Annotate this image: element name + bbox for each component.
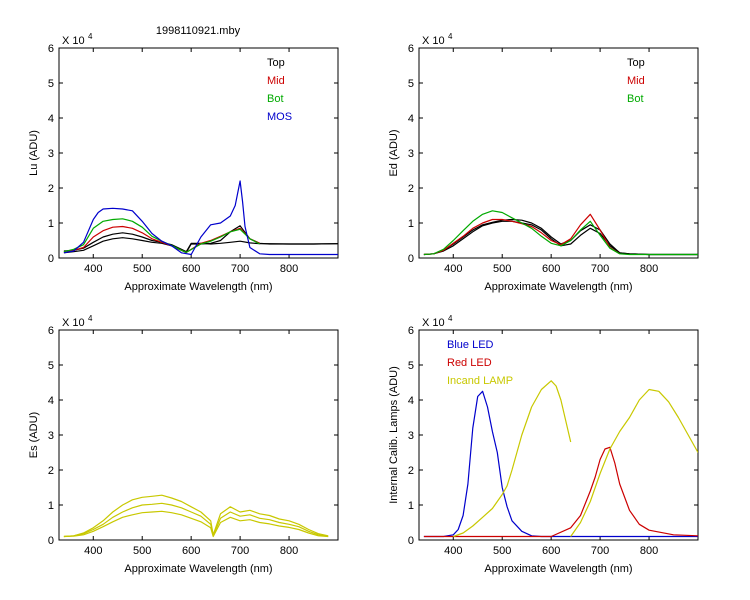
- y-axis-label: Ed (ADU): [388, 129, 400, 176]
- series-line-bot: [423, 210, 698, 256]
- y-tick-label: 2: [48, 183, 54, 195]
- legend-item-blue-led: Blue LED: [447, 339, 494, 351]
- x-tick-label: 500: [133, 545, 151, 557]
- series-line-red-led: [423, 446, 698, 538]
- x-tick-label: 700: [591, 545, 609, 557]
- series-line-mos: [63, 180, 338, 256]
- y-tick-label: 4: [48, 395, 54, 407]
- y-tick-label: 3: [48, 430, 54, 442]
- y-tick-label: 2: [48, 465, 54, 477]
- x-tick-label: 700: [231, 545, 249, 557]
- series-line-incand-lamp-a: [453, 380, 572, 538]
- series-group: [63, 494, 329, 538]
- y-tick-label: 1: [408, 218, 414, 230]
- x-tick-label: 600: [182, 263, 200, 275]
- x-axis-label: Approximate Wavelength (nm): [484, 563, 632, 575]
- x-axis-label: Approximate Wavelength (nm): [124, 281, 272, 293]
- series-line-es: [63, 494, 329, 538]
- x-tick-label: 500: [493, 545, 511, 557]
- legend-item-bot: Bot: [627, 93, 644, 105]
- y-tick-label: 0: [408, 535, 414, 547]
- x-tick-label: 400: [84, 545, 102, 557]
- y-exponent-power: 4: [448, 32, 453, 41]
- x-tick-label: 700: [591, 263, 609, 275]
- y-exponent-power: 4: [448, 314, 453, 323]
- series-line-es-2: [63, 502, 329, 538]
- y-tick-label: 2: [408, 465, 414, 477]
- series-line-es-3: [63, 510, 329, 538]
- x-tick-label: 800: [640, 263, 658, 275]
- y-exponent-label: X 10: [62, 317, 85, 329]
- y-tick-label: 0: [408, 253, 414, 265]
- legend-item-top: Top: [267, 57, 285, 69]
- x-tick-label: 600: [542, 263, 560, 275]
- y-tick-label: 1: [48, 500, 54, 512]
- x-tick-label: 800: [280, 263, 298, 275]
- y-tick-label: 0: [48, 253, 54, 265]
- chart-es: 0 1 2 3 4 5 6 400 500 600 700 800 Approximate Wavele…: [28, 314, 339, 575]
- legend-item-mid: Mid: [267, 75, 285, 87]
- series-group: [423, 380, 698, 538]
- y-tick-label: 6: [48, 43, 54, 55]
- y-axis-label: Internal Calib. Lamps (ADU): [388, 366, 400, 504]
- y-tick-label: 4: [408, 395, 414, 407]
- legend: Blue LED Red LED Incand LAMP: [447, 339, 513, 387]
- y-tick-label: 6: [408, 325, 414, 337]
- x-tick-label: 800: [280, 545, 298, 557]
- chart-lamps: 0 1 2 3 4 5 6 400 500 600 700 800 Approximate Wavele…: [388, 314, 699, 575]
- legend-item-mid: Mid: [627, 75, 645, 87]
- x-axis-label: Approximate Wavelength (nm): [124, 563, 272, 575]
- x-tick-label: 600: [182, 545, 200, 557]
- legend: Top Mid Bot MOS: [267, 57, 292, 123]
- y-tick-label: 3: [408, 430, 414, 442]
- y-tick-label: 4: [48, 113, 54, 125]
- y-exponent-label: X 10: [422, 317, 445, 329]
- legend-item-bot: Bot: [267, 93, 284, 105]
- y-exponent-label: X 10: [422, 35, 445, 47]
- series-line-blue-led: [423, 390, 698, 538]
- y-exponent-power: 4: [88, 314, 93, 323]
- figure-title: 1998110921.mby: [156, 25, 241, 37]
- x-tick-label: 800: [640, 545, 658, 557]
- x-tick-label: 500: [493, 263, 511, 275]
- series-group: [423, 210, 698, 256]
- y-tick-label: 6: [408, 43, 414, 55]
- y-axis-label: Es (ADU): [28, 412, 40, 458]
- y-tick-label: 5: [48, 360, 54, 372]
- y-tick-label: 3: [408, 148, 414, 160]
- y-tick-label: 1: [408, 500, 414, 512]
- y-tick-label: 2: [408, 183, 414, 195]
- y-tick-label: 4: [408, 113, 414, 125]
- x-tick-label: 500: [133, 263, 151, 275]
- x-tick-label: 400: [84, 263, 102, 275]
- y-exponent-power: 4: [88, 32, 93, 41]
- legend-item-mos: MOS: [267, 111, 292, 123]
- x-axis-label: Approximate Wavelength (nm): [484, 281, 632, 293]
- y-tick-label: 5: [48, 78, 54, 90]
- y-tick-label: 5: [408, 78, 414, 90]
- y-tick-label: 0: [48, 535, 54, 547]
- legend-item-red-led: Red LED: [447, 357, 492, 369]
- legend-item-top: Top: [627, 57, 645, 69]
- x-tick-label: 400: [444, 545, 462, 557]
- series-line-mid: [423, 213, 621, 256]
- legend: Top Mid Bot: [627, 57, 645, 105]
- x-tick-label: 700: [231, 263, 249, 275]
- y-axis-label: Lu (ADU): [28, 130, 40, 176]
- legend-item-incand-lamp: Incand LAMP: [447, 375, 513, 387]
- y-tick-label: 6: [48, 325, 54, 337]
- x-tick-label: 600: [542, 545, 560, 557]
- y-exponent-label: X 10: [62, 35, 85, 47]
- chart-lu: 0 1 2 3 4 5 6 400 500 600 700 800 Approximate Wavele…: [28, 32, 339, 293]
- x-tick-label: 400: [444, 263, 462, 275]
- chart-ed: 0 1 2 3 4 5 6 400 500 600 700 800 Approximate Wavele…: [388, 32, 699, 293]
- series-line-incand-lamp-b: [570, 388, 698, 537]
- series-group: [63, 180, 338, 256]
- y-tick-label: 3: [48, 148, 54, 160]
- y-tick-label: 1: [48, 218, 54, 230]
- y-tick-label: 5: [408, 360, 414, 372]
